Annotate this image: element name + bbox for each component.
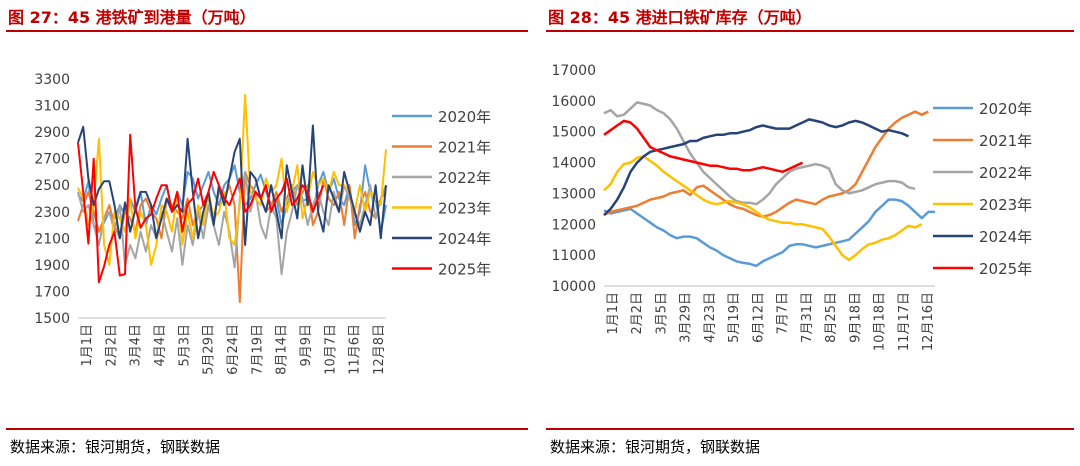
arrivals-line-chart: 1500 1700 1900 2100 2300 2500 2700 2900 3100 3300… [34,72,491,375]
y-tick-label: 16000 [551,94,596,110]
x-tick-label: 10月18日 [873,292,888,351]
x-tick-label: 9月18日 [848,292,863,343]
legend-label: 2022年 [979,164,1032,182]
x-tick-label: 10月7日 [323,324,338,375]
series-line-2020年 [603,198,935,268]
data-source-note: 数据来源：银河期货，钢联数据 [550,438,761,456]
chart-panel-port-inventory: 图 28：45 港进口铁矿库存（万吨） 10000 11000 12000 13000… [540,0,1080,466]
y-tick-label: 1900 [34,258,70,274]
y-tick-label: 2100 [34,231,70,247]
x-tick-label: 7月31日 [800,292,815,343]
y-tick-label: 1700 [34,284,70,300]
y-tick-label: 2700 [34,152,70,168]
y-tick-label: 13000 [551,186,596,202]
y-tick-label: 11000 [551,248,596,264]
y-tick-label: 14000 [551,156,596,172]
title-divider [546,30,1074,32]
footer-divider [6,428,528,430]
y-tick-label: 2900 [34,125,70,141]
x-tick-label: 5月19日 [727,292,742,343]
series-line-2023年 [77,93,387,266]
x-tick-label: 1月1日 [80,324,95,367]
x-tick-label: 8月14日 [275,324,290,375]
legend-label: 2025年 [979,260,1032,278]
title-divider [6,30,528,32]
legend-label: 2023年 [979,196,1032,214]
x-tick-label: 3月4日 [129,324,144,367]
x-tick-label: 11月17日 [897,292,912,351]
series-line-2021年 [603,110,929,218]
legend-label: 2020年 [979,100,1032,118]
x-tick-label: 9月9日 [299,324,314,367]
x-tick-label: 12月16日 [921,292,936,351]
series-line-2025年 [603,119,804,174]
x-tick-label: 4月4日 [153,324,168,367]
series-line-2022年 [603,101,916,206]
x-tick-label: 12月8日 [372,324,387,375]
chart-title: 图 27：45 港铁矿到港量（万吨） [8,8,256,27]
series-line-2024年 [603,118,910,216]
series-line-2023年 [603,155,923,262]
x-tick-label: 8月25日 [824,292,839,343]
legend-label: 2020年 [438,108,491,126]
chart-panel-port-arrivals: 图 27：45 港铁矿到港量（万吨） 1500 1700 1900 2100 2300 2… [0,0,534,466]
y-tick-label: 12000 [551,217,596,233]
y-tick-label: 3100 [34,99,70,115]
y-tick-label: 10000 [551,279,596,295]
legend-label: 2024年 [979,228,1032,246]
x-tick-label: 11月6日 [348,324,363,375]
y-tick-label: 2500 [34,178,70,194]
x-tick-label: 6月24日 [226,324,241,375]
legend-label: 2023年 [438,200,491,218]
series-line-2025年 [77,133,325,284]
x-tick-label: 2月2日 [630,292,645,335]
y-tick-label: 1500 [34,311,70,327]
footer-divider [546,428,1074,430]
x-tick-label: 2月2日 [104,324,119,367]
y-tick-label: 15000 [551,125,596,141]
x-tick-label: 7月19日 [250,324,265,375]
y-tick-label: 3300 [34,72,70,88]
x-tick-label: 1月1日 [606,292,621,335]
legend-label: 2021年 [438,139,491,157]
data-source-note: 数据来源：银河期货，钢联数据 [10,438,221,456]
legend-label: 2022年 [438,169,491,187]
y-tick-label: 2300 [34,205,70,221]
x-tick-label: 5月29日 [202,324,217,375]
series-line-2024年 [77,124,387,246]
x-tick-label: 3月29日 [679,292,694,343]
x-tick-label: 5月3日 [177,324,192,367]
x-tick-label: 4月23日 [703,292,718,343]
legend-label: 2024年 [438,230,491,248]
legend-label: 2025年 [438,261,491,279]
y-tick-label: 17000 [551,63,596,79]
legend-label: 2021年 [979,132,1032,150]
chart-title: 图 28：45 港进口铁矿库存（万吨） [548,8,812,27]
inventory-line-chart: 10000 11000 12000 13000 14000 15000 16000 17000… [551,63,1032,351]
x-tick-label: 7月7日 [776,292,791,335]
x-tick-label: 3月5日 [654,292,669,335]
series-line-2022年 [77,170,387,276]
series-line-2021年 [77,170,387,304]
x-tick-label: 6月12日 [751,292,766,343]
